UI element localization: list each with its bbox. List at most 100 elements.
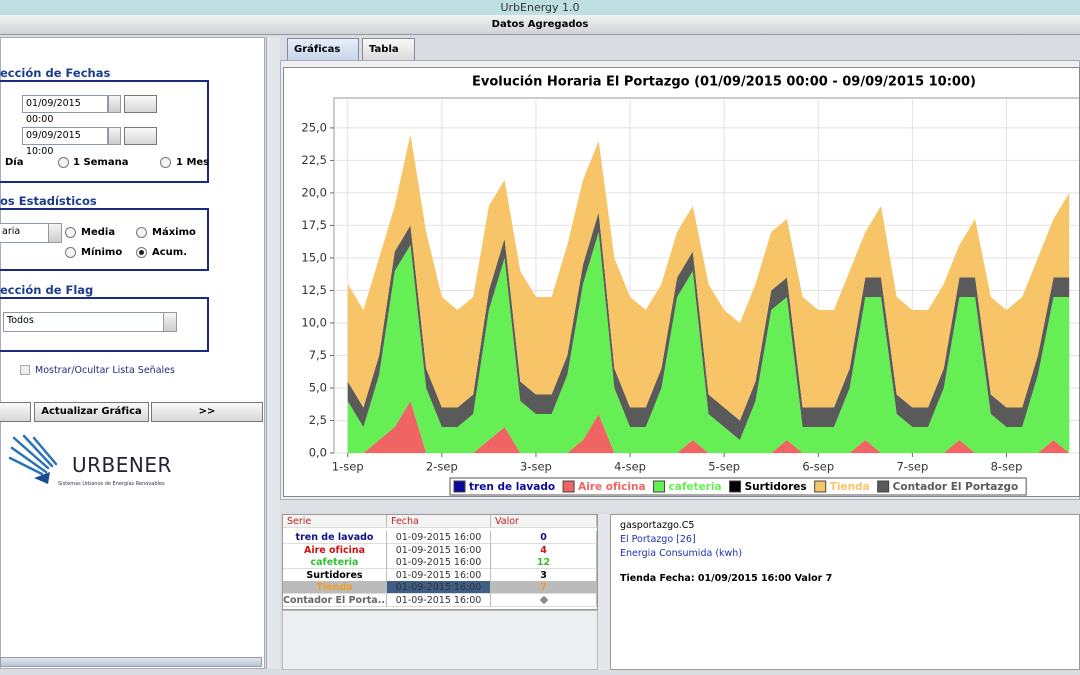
group-box [0,297,209,352]
area [347,400,1070,453]
splitter[interactable] [598,514,610,670]
calendar-button[interactable] [124,127,157,145]
y-tick-label: 2,5 [309,413,327,427]
y-tick-label: 22,5 [301,153,327,167]
table-cell: 01-09-2015 16:00 [387,568,491,582]
group-title: ección de Fechas [0,66,111,80]
table-cell: Contador El Porta... [283,594,387,607]
radio-label[interactable]: 1 Mes [176,157,210,168]
tab[interactable]: Gráficas [287,38,359,60]
table-cell: 01-09-2015 16:00 [387,556,491,570]
spinner[interactable] [108,127,121,145]
logo-icon [8,434,58,484]
legend-label: tren de lavado [469,481,555,493]
logo-name: URBENER [72,453,172,477]
combo-arrow[interactable] [163,312,177,332]
checkbox-label[interactable]: Mostrar/Ocultar Lista Señales [35,365,175,376]
x-tick-label: 7-sep [896,460,928,474]
y-tick-label: 15,0 [301,250,327,264]
area [347,134,1070,421]
button[interactable]: Actualizar Gráfica [34,402,149,422]
legend-swatch [653,480,666,493]
legend-label: Surtidores [745,481,807,493]
radio[interactable] [136,227,147,238]
legend-label: Contador El Portazgo [893,481,1019,493]
radio[interactable] [160,157,171,168]
legend: tren de lavado Aire oficina cafeteria Surti… [449,477,1027,496]
group-box [0,80,209,183]
y-tick-label: 0,0 [309,446,327,460]
radio-label[interactable]: Acum. [152,247,188,258]
x-tick-label: 5-sep [708,460,740,474]
y-tick-label: 17,5 [301,218,327,232]
tab[interactable]: Tabla [362,38,415,60]
splitter[interactable] [266,37,280,669]
window-title: UrbEnergy 1.0 [0,0,1080,15]
table-cell: Aire oficina [283,543,387,557]
area [347,231,1070,453]
button[interactable] [0,402,31,422]
info-measure: Energia Consumida (kwh) [620,548,743,559]
radio[interactable] [136,247,147,258]
table-cell: 01-09-2015 16:00 [387,531,491,544]
legend-swatch [562,480,575,493]
group-title: os Estadísticos [0,194,97,208]
y-tick-label: 5,0 [309,380,327,394]
y-tick-label: 10,0 [301,315,327,329]
scrollbar[interactable] [0,657,262,667]
radio[interactable] [58,157,69,168]
chart: Evolución Horaria El Portazgo (01/09/201… [283,67,1080,497]
radio[interactable] [65,227,76,238]
splitter[interactable] [280,500,1080,512]
date-end[interactable]: 09/09/2015 10:00 [22,127,108,157]
date-start[interactable]: 01/09/2015 00:00 [22,95,108,125]
y-tick-label: 25,0 [301,120,327,134]
group-title: ección de Flag [0,283,94,297]
combo-arrow[interactable] [48,223,62,243]
radio-label[interactable]: Máximo [152,227,196,238]
radio-label[interactable]: Día [5,157,24,168]
checkbox[interactable] [20,365,30,375]
table-cell: 12 [491,556,597,570]
table-cell: 3 [491,568,597,582]
button[interactable]: >> [151,402,263,422]
info-selection: Tienda Fecha: 01/09/2015 16:00 Valor 7 [620,573,833,584]
table-cell: Surtidores [283,568,387,582]
table-cell: 01-09-2015 16:00 [387,594,491,607]
table-header: Fecha [387,515,491,528]
y-tick-label: 7,5 [309,348,327,362]
info-panel: gasportazgo.C5 El Portazgo [26] Energia … [610,514,1080,670]
legend-swatch [729,480,742,493]
window-subtitle: Datos Agregados [0,15,1080,35]
x-tick-label: 8-sep [991,460,1023,474]
x-tick-label: 3-sep [520,460,552,474]
info-station: El Portazgo [26] [620,534,696,545]
table-header: Valor [491,515,597,528]
x-tick-label: 2-sep [426,460,458,474]
radio[interactable] [65,247,76,258]
table-cell: cafeteria [283,556,387,570]
table-empty [282,610,598,670]
data-table: Serie Fecha Valor tren de lavado 01-09-2015 … [282,514,598,610]
table-cell: 01-09-2015 16:00 [387,543,491,557]
table-cell: 01-09-2015 16:00 [387,581,491,595]
info-id: gasportazgo.C5 [620,520,695,531]
table-header: Serie [283,515,387,528]
radio-label[interactable]: 1 Semana [73,157,129,168]
radio-label[interactable]: Mínimo [81,247,123,258]
legend-swatch [453,480,466,493]
chart-title: Evolución Horaria El Portazgo (01/09/201… [472,75,976,90]
table-cell: Tienda [283,581,387,595]
radio-label[interactable]: Media [81,227,116,238]
combo[interactable]: aria [0,223,50,243]
combo[interactable]: Todos [3,312,164,332]
spinner[interactable] [108,95,121,113]
y-tick-label: 20,0 [301,185,327,199]
table-cell: 0 [491,531,597,544]
table-cell: 7 [491,581,597,595]
legend-label: Aire oficina [578,481,645,493]
table-icon [491,594,597,607]
diamond-icon [539,595,548,605]
calendar-button[interactable] [124,95,157,113]
